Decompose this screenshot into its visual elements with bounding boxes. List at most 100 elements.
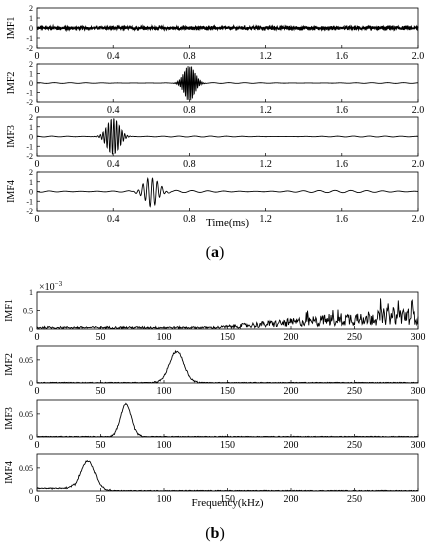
series-label-a-imf4: IMF4: [6, 180, 17, 203]
y-tick-label: 0: [29, 188, 33, 197]
x-tick-label: 250: [347, 386, 362, 397]
y-tick-label: 0: [29, 325, 33, 334]
x-tick-label: 1.2: [259, 159, 272, 170]
series-label-b-imf3: IMF3: [4, 407, 15, 430]
series-line-a-imf4: [36, 177, 419, 208]
series-line-b-imf3: [36, 402, 419, 438]
x-tick-label: 0.8: [183, 51, 196, 62]
plot-frame-b-imf4: [36, 453, 419, 492]
x-tick-label: 150: [220, 332, 235, 343]
x-tick-label: 200: [284, 332, 299, 343]
x-tick-label: 100: [157, 440, 172, 451]
x-tick-label: 0: [35, 105, 40, 116]
y-tick-label: -2: [26, 98, 33, 107]
x-tick-label: 150: [220, 440, 235, 451]
x-tick-label: 0: [35, 51, 40, 62]
x-tick-label: 200: [284, 440, 299, 451]
x-tick-label: 0.4: [107, 51, 120, 62]
caption-a: (a): [205, 244, 225, 261]
x-tick-label: 1.2: [259, 214, 272, 225]
plot-frame-b-imf1: [36, 291, 419, 330]
series-line-b-imf2: [36, 349, 419, 384]
x-tick-label: 1.6: [336, 51, 349, 62]
x-tick-label: 0: [35, 214, 40, 225]
series-label-b-imf4: IMF4: [4, 461, 15, 484]
x-tick-label: 150: [220, 386, 235, 397]
x-tick-label: 2.0: [412, 105, 425, 116]
y-tick-label: -1: [26, 89, 33, 98]
y-tick-label: 0: [29, 433, 33, 442]
y-tick-label: 2: [29, 60, 33, 69]
x-tick-label: 100: [157, 386, 172, 397]
x-tick-label: 0.4: [107, 105, 120, 116]
plot-frame-b-imf2: [36, 345, 419, 384]
y-tick-label: 0: [29, 487, 33, 496]
series-line-b-imf1: [36, 298, 419, 330]
x-tick-label: 100: [157, 332, 172, 343]
series-label-a-imf3: IMF3: [6, 125, 17, 148]
plot-frame-b-imf3: [36, 399, 419, 438]
x-tick-label: 200: [284, 386, 299, 397]
x-tick-label: 0: [35, 332, 40, 343]
y-tick-label: 0: [29, 79, 33, 88]
y-tick-label: 0.05: [19, 410, 33, 419]
x-tick-label: 250: [347, 332, 362, 343]
x-tick-label: 250: [347, 440, 362, 451]
y-exponent-label: ×10−3: [39, 280, 63, 293]
x-tick-label: 0: [35, 494, 40, 505]
x-tick-label: 1.6: [336, 159, 349, 170]
y-tick-label: 2: [29, 168, 33, 177]
x-tick-label: 0.4: [107, 159, 120, 170]
x-tick-label: 2.0: [412, 159, 425, 170]
x-tick-label: 50: [96, 440, 106, 451]
x-tick-label: 1.2: [259, 51, 272, 62]
x-tick-label: 50: [96, 332, 106, 343]
series-label-b-imf2: IMF2: [4, 353, 15, 376]
y-tick-label: 0.5: [23, 307, 33, 316]
x-tick-label: 0.8: [183, 214, 196, 225]
y-tick-label: 1: [29, 14, 33, 23]
x-tick-label: 100: [157, 494, 172, 505]
series-line-a-imf1: [36, 23, 419, 33]
y-tick-label: -2: [26, 152, 33, 161]
x-tick-label: 1.6: [336, 105, 349, 116]
x-tick-label: 250: [347, 494, 362, 505]
x-tick-label: 2.0: [412, 51, 425, 62]
x-tick-label: 0: [35, 440, 40, 451]
y-tick-label: 0: [29, 24, 33, 33]
y-tick-label: -1: [26, 142, 33, 151]
y-tick-label: -1: [26, 197, 33, 206]
x-tick-label: 1.2: [259, 105, 272, 116]
caption-b: (b): [205, 525, 225, 542]
y-tick-label: 2: [29, 113, 33, 122]
x-axis-label-a: Time(ms): [206, 217, 249, 229]
series-line-b-imf4: [36, 459, 419, 492]
x-tick-label: 50: [96, 386, 106, 397]
y-tick-label: 0.05: [19, 464, 33, 473]
y-tick-label: -2: [26, 44, 33, 53]
y-tick-label: -2: [26, 207, 33, 216]
x-tick-label: 0.4: [107, 214, 120, 225]
y-tick-label: 1: [29, 288, 33, 297]
x-tick-label: 300: [411, 332, 426, 343]
series-line-a-imf2: [36, 66, 419, 101]
x-tick-label: 1.6: [336, 214, 349, 225]
x-tick-label: 300: [411, 386, 426, 397]
x-tick-label: 150: [220, 494, 235, 505]
x-tick-label: 0: [35, 386, 40, 397]
series-label-b-imf1: IMF1: [4, 299, 15, 322]
y-tick-label: 1: [29, 70, 33, 79]
x-tick-label: 0: [35, 159, 40, 170]
x-tick-label: 0.8: [183, 159, 196, 170]
x-tick-label: 0.8: [183, 105, 196, 116]
series-label-a-imf1: IMF1: [6, 17, 17, 40]
x-tick-label: 300: [411, 494, 426, 505]
y-tick-label: 1: [29, 123, 33, 132]
y-tick-label: -1: [26, 34, 33, 43]
y-tick-label: 0.05: [19, 356, 33, 365]
x-tick-label: 200: [284, 494, 299, 505]
series-label-a-imf2: IMF2: [6, 72, 17, 95]
x-tick-label: 2.0: [412, 214, 425, 225]
y-tick-label: 1: [29, 178, 33, 187]
